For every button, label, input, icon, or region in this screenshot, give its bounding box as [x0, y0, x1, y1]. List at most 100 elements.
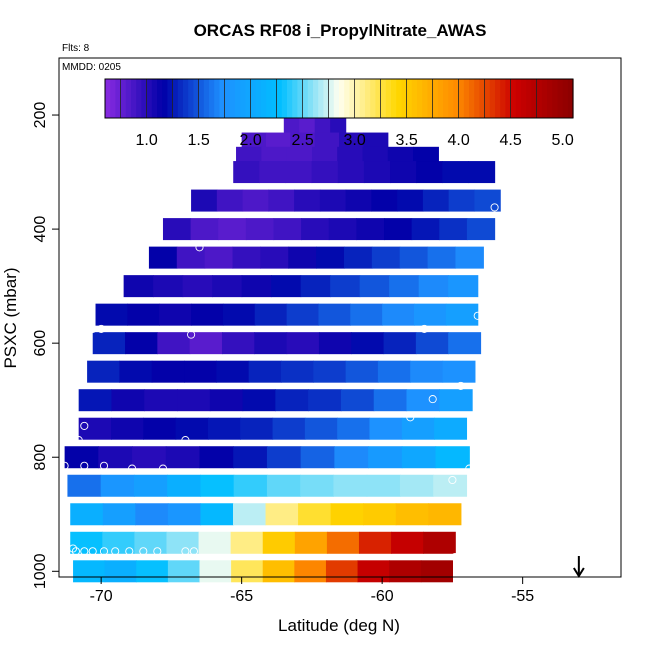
sample-point — [80, 547, 89, 556]
colorbar-segment — [219, 79, 226, 118]
colorbar-segment — [479, 79, 486, 118]
heatmap-cell — [397, 189, 424, 212]
heatmap-cell — [273, 218, 302, 241]
heatmap-cell — [350, 303, 383, 326]
x-tick-label: -55 — [511, 588, 534, 605]
heatmap-cell — [395, 503, 429, 526]
colorbar-segment — [141, 79, 148, 118]
heatmap-cell — [371, 189, 398, 212]
heatmap-cell — [399, 246, 429, 269]
sample-point — [74, 436, 83, 445]
y-tick-label: 400 — [32, 216, 49, 243]
heatmap-cell — [232, 503, 267, 526]
heatmap-cell — [319, 189, 347, 212]
heatmap-cell — [265, 503, 299, 526]
heatmap-cell — [300, 275, 331, 298]
heatmap-cell — [233, 161, 260, 184]
heatmap-cell — [366, 474, 401, 497]
colorbar-segment — [235, 79, 241, 118]
heatmap-cell — [448, 189, 476, 212]
colorbar-tick-label: 2.0 — [239, 132, 261, 149]
colorbar-segment — [526, 79, 532, 118]
colorbar-segment — [375, 79, 382, 118]
colorbar-segment — [500, 79, 506, 118]
heatmap-cell — [262, 531, 296, 554]
sample-point — [181, 547, 190, 556]
heatmap-cell — [136, 560, 169, 583]
sample-point — [80, 461, 89, 470]
x-tick-label: -70 — [90, 588, 113, 605]
colorbar-segment — [172, 79, 179, 118]
heatmap-cell — [308, 389, 342, 412]
y-tick-label: 800 — [32, 444, 49, 471]
colorbar-segment — [240, 79, 246, 118]
flights-annotation: Flts: 8 — [62, 43, 90, 54]
heatmap-cell — [95, 303, 128, 326]
y-tick-label: 1000 — [32, 553, 49, 589]
heatmap-cell — [254, 332, 288, 355]
heatmap-cell — [78, 417, 112, 440]
heatmap-cell — [313, 360, 347, 383]
heatmap-cell — [369, 417, 403, 440]
heatmap-cell — [318, 303, 351, 326]
sample-point — [473, 311, 482, 320]
heatmap-cell — [132, 446, 167, 469]
heatmap-cell — [176, 246, 206, 269]
colorbar-segment — [120, 79, 127, 118]
colorbar-segment — [302, 79, 309, 118]
sample-point — [490, 203, 499, 212]
heatmap-cell — [345, 189, 372, 212]
heatmap-cell — [294, 531, 328, 554]
heatmap-cell — [416, 161, 443, 184]
colorbar-segment — [432, 79, 439, 118]
heatmap-cell — [148, 246, 178, 269]
heatmap-cell — [363, 503, 397, 526]
heatmap-cell — [439, 389, 473, 412]
heatmap-cell — [151, 360, 185, 383]
colorbar-segment — [380, 79, 387, 118]
heatmap-cell — [143, 417, 177, 440]
colorbar-segment — [448, 79, 454, 118]
heatmap-cell — [474, 189, 501, 212]
heatmap-cell — [351, 332, 385, 355]
heatmap-cell — [418, 275, 449, 298]
colorbar-tick-label: 1.0 — [135, 132, 157, 149]
heatmap-cell — [233, 446, 268, 469]
heatmap-cell — [92, 332, 126, 355]
colorbar-segment — [245, 79, 252, 118]
colorbar-segment — [125, 79, 132, 118]
colorbar-segment — [396, 79, 402, 118]
heatmap-cell — [199, 446, 234, 469]
colorbar-segment — [505, 79, 512, 118]
heatmap-cell — [420, 560, 453, 583]
sample-point — [139, 547, 148, 556]
heatmap-cell — [190, 218, 219, 241]
heatmap-cell — [207, 417, 241, 440]
colorbar-segment — [458, 79, 465, 118]
heatmap-cell — [383, 332, 417, 355]
colorbar-segment — [437, 79, 444, 118]
x-axis-label: Latitude (deg N) — [278, 616, 400, 635]
colorbar-segment — [354, 79, 361, 118]
heatmap-cell — [200, 503, 234, 526]
heatmap-cell — [445, 303, 479, 326]
colorbar-segment — [261, 79, 267, 118]
sample-point — [111, 547, 120, 556]
sample-point — [88, 547, 97, 556]
colorbar-segment — [385, 79, 392, 118]
heatmap-cell — [330, 275, 361, 298]
heatmap-cell — [288, 246, 317, 269]
colorbar-segment — [229, 79, 236, 118]
sample-point — [71, 547, 80, 556]
sample-point — [456, 381, 465, 390]
colorbar-segment — [531, 79, 538, 118]
heatmap-cell — [70, 503, 104, 526]
colorbar-segment — [266, 79, 272, 118]
heatmap-cell — [301, 218, 330, 241]
sample-point — [153, 547, 162, 556]
heatmap-cell — [399, 474, 434, 497]
heatmap-cell — [311, 161, 339, 184]
heatmap-cell — [325, 560, 359, 583]
colorbar-segment — [115, 79, 122, 118]
heatmap-cell — [358, 531, 392, 554]
